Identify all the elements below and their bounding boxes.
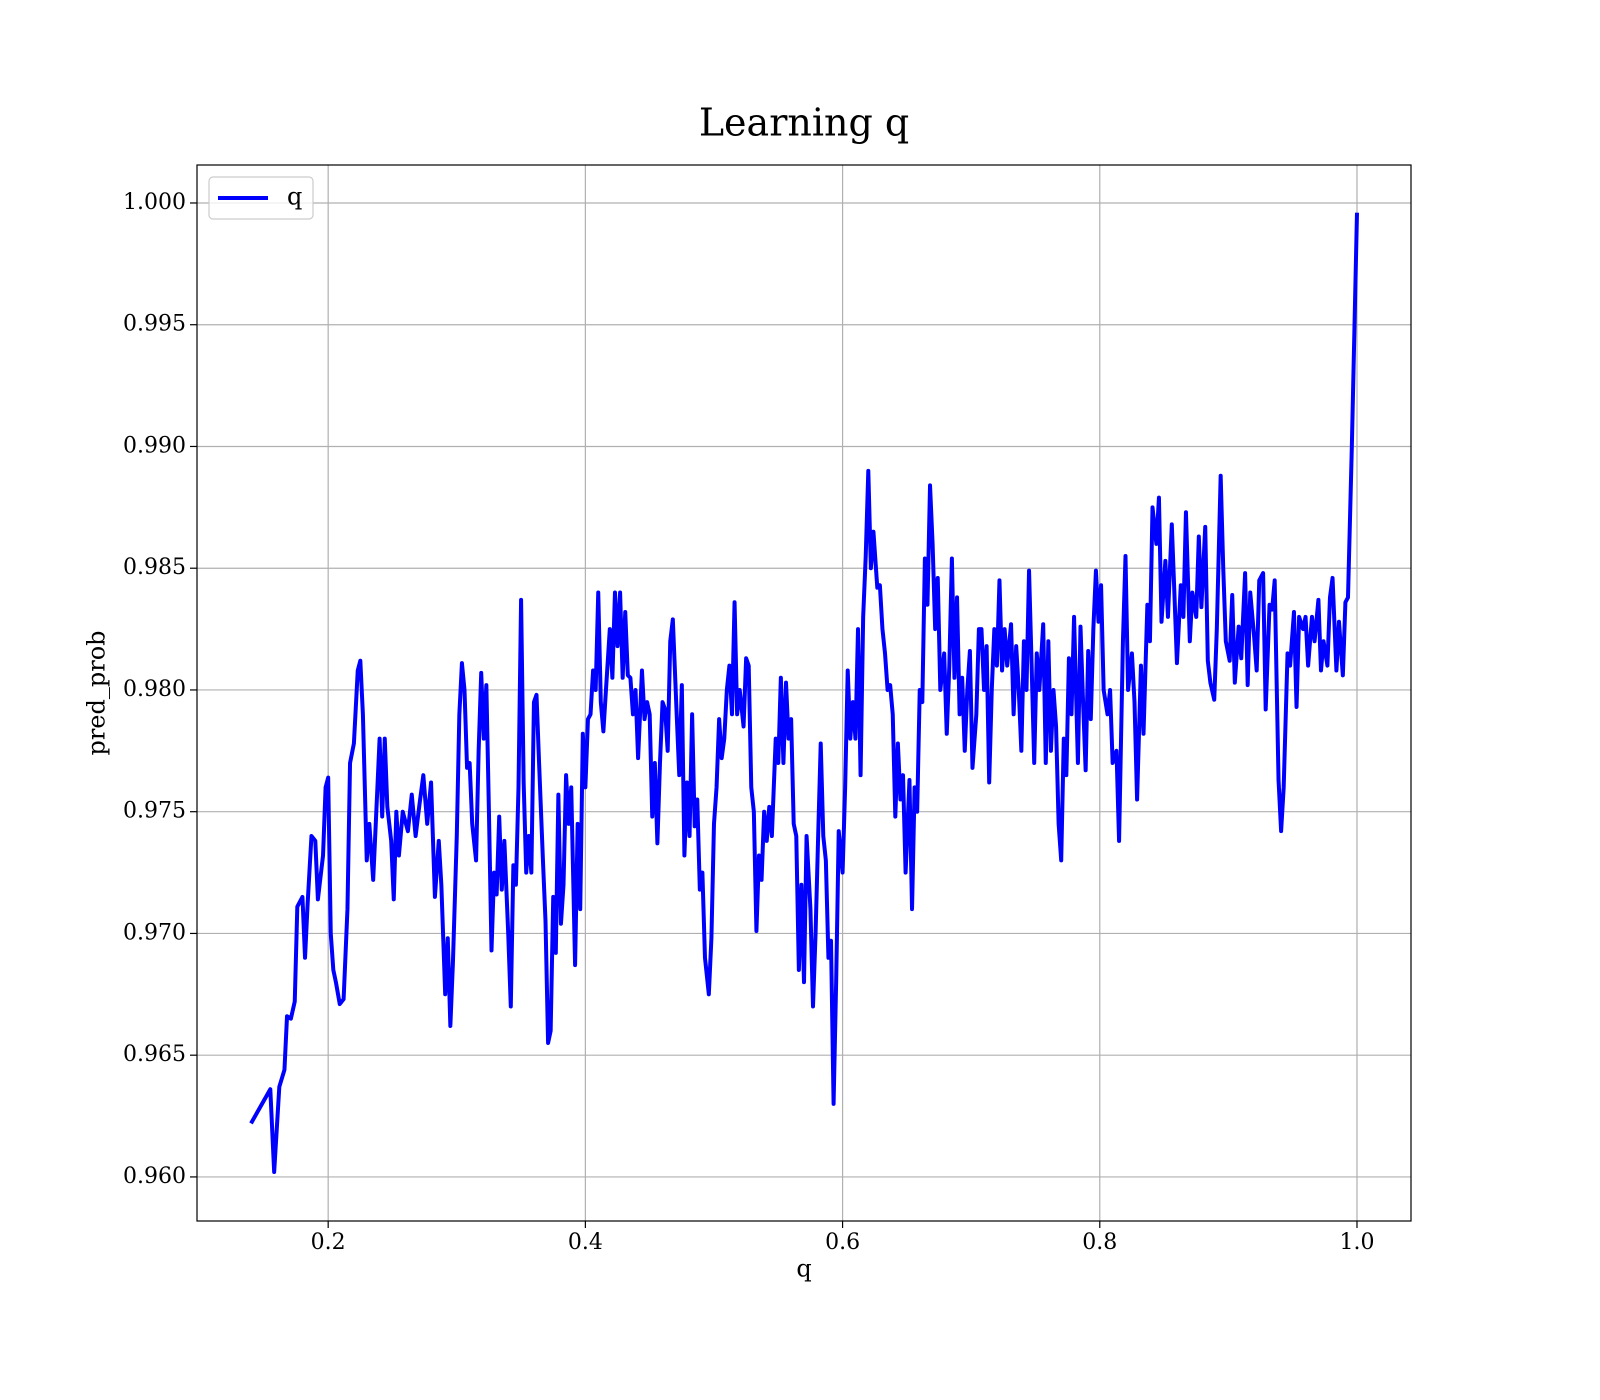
x-tick-label: 0.4 — [568, 1230, 603, 1255]
y-tick-label: 0.985 — [123, 555, 186, 580]
x-tick-label: 0.2 — [311, 1230, 346, 1255]
x-axis-label: q — [796, 1255, 811, 1283]
x-tick-label: 0.8 — [1082, 1230, 1117, 1255]
y-tick-label: 0.975 — [123, 799, 186, 824]
y-tick-label: 0.960 — [123, 1164, 186, 1189]
plot-lines — [249, 212, 1359, 1175]
x-tick-label: 0.6 — [825, 1230, 860, 1255]
y-tick-label: 1.000 — [123, 190, 186, 215]
chart-title: Learning q — [699, 101, 909, 145]
ticks: 0.960 0.965 0.970 0.975 0.980 0.985 0.990 0.995… — [123, 190, 1374, 1255]
series-line — [249, 212, 1359, 1175]
legend-label: q — [287, 183, 302, 211]
legend: q — [208, 176, 314, 220]
y-tick-label: 0.970 — [123, 920, 186, 945]
y-tick-label: 0.995 — [123, 312, 186, 337]
y-tick-label: 0.990 — [123, 433, 186, 458]
y-tick-label: 0.980 — [123, 677, 186, 702]
x-tick-label: 1.0 — [1339, 1230, 1374, 1255]
plot-frame — [196, 164, 1412, 1222]
y-axis-label: pred_prob — [83, 630, 111, 755]
y-tick-label: 0.965 — [123, 1042, 186, 1067]
